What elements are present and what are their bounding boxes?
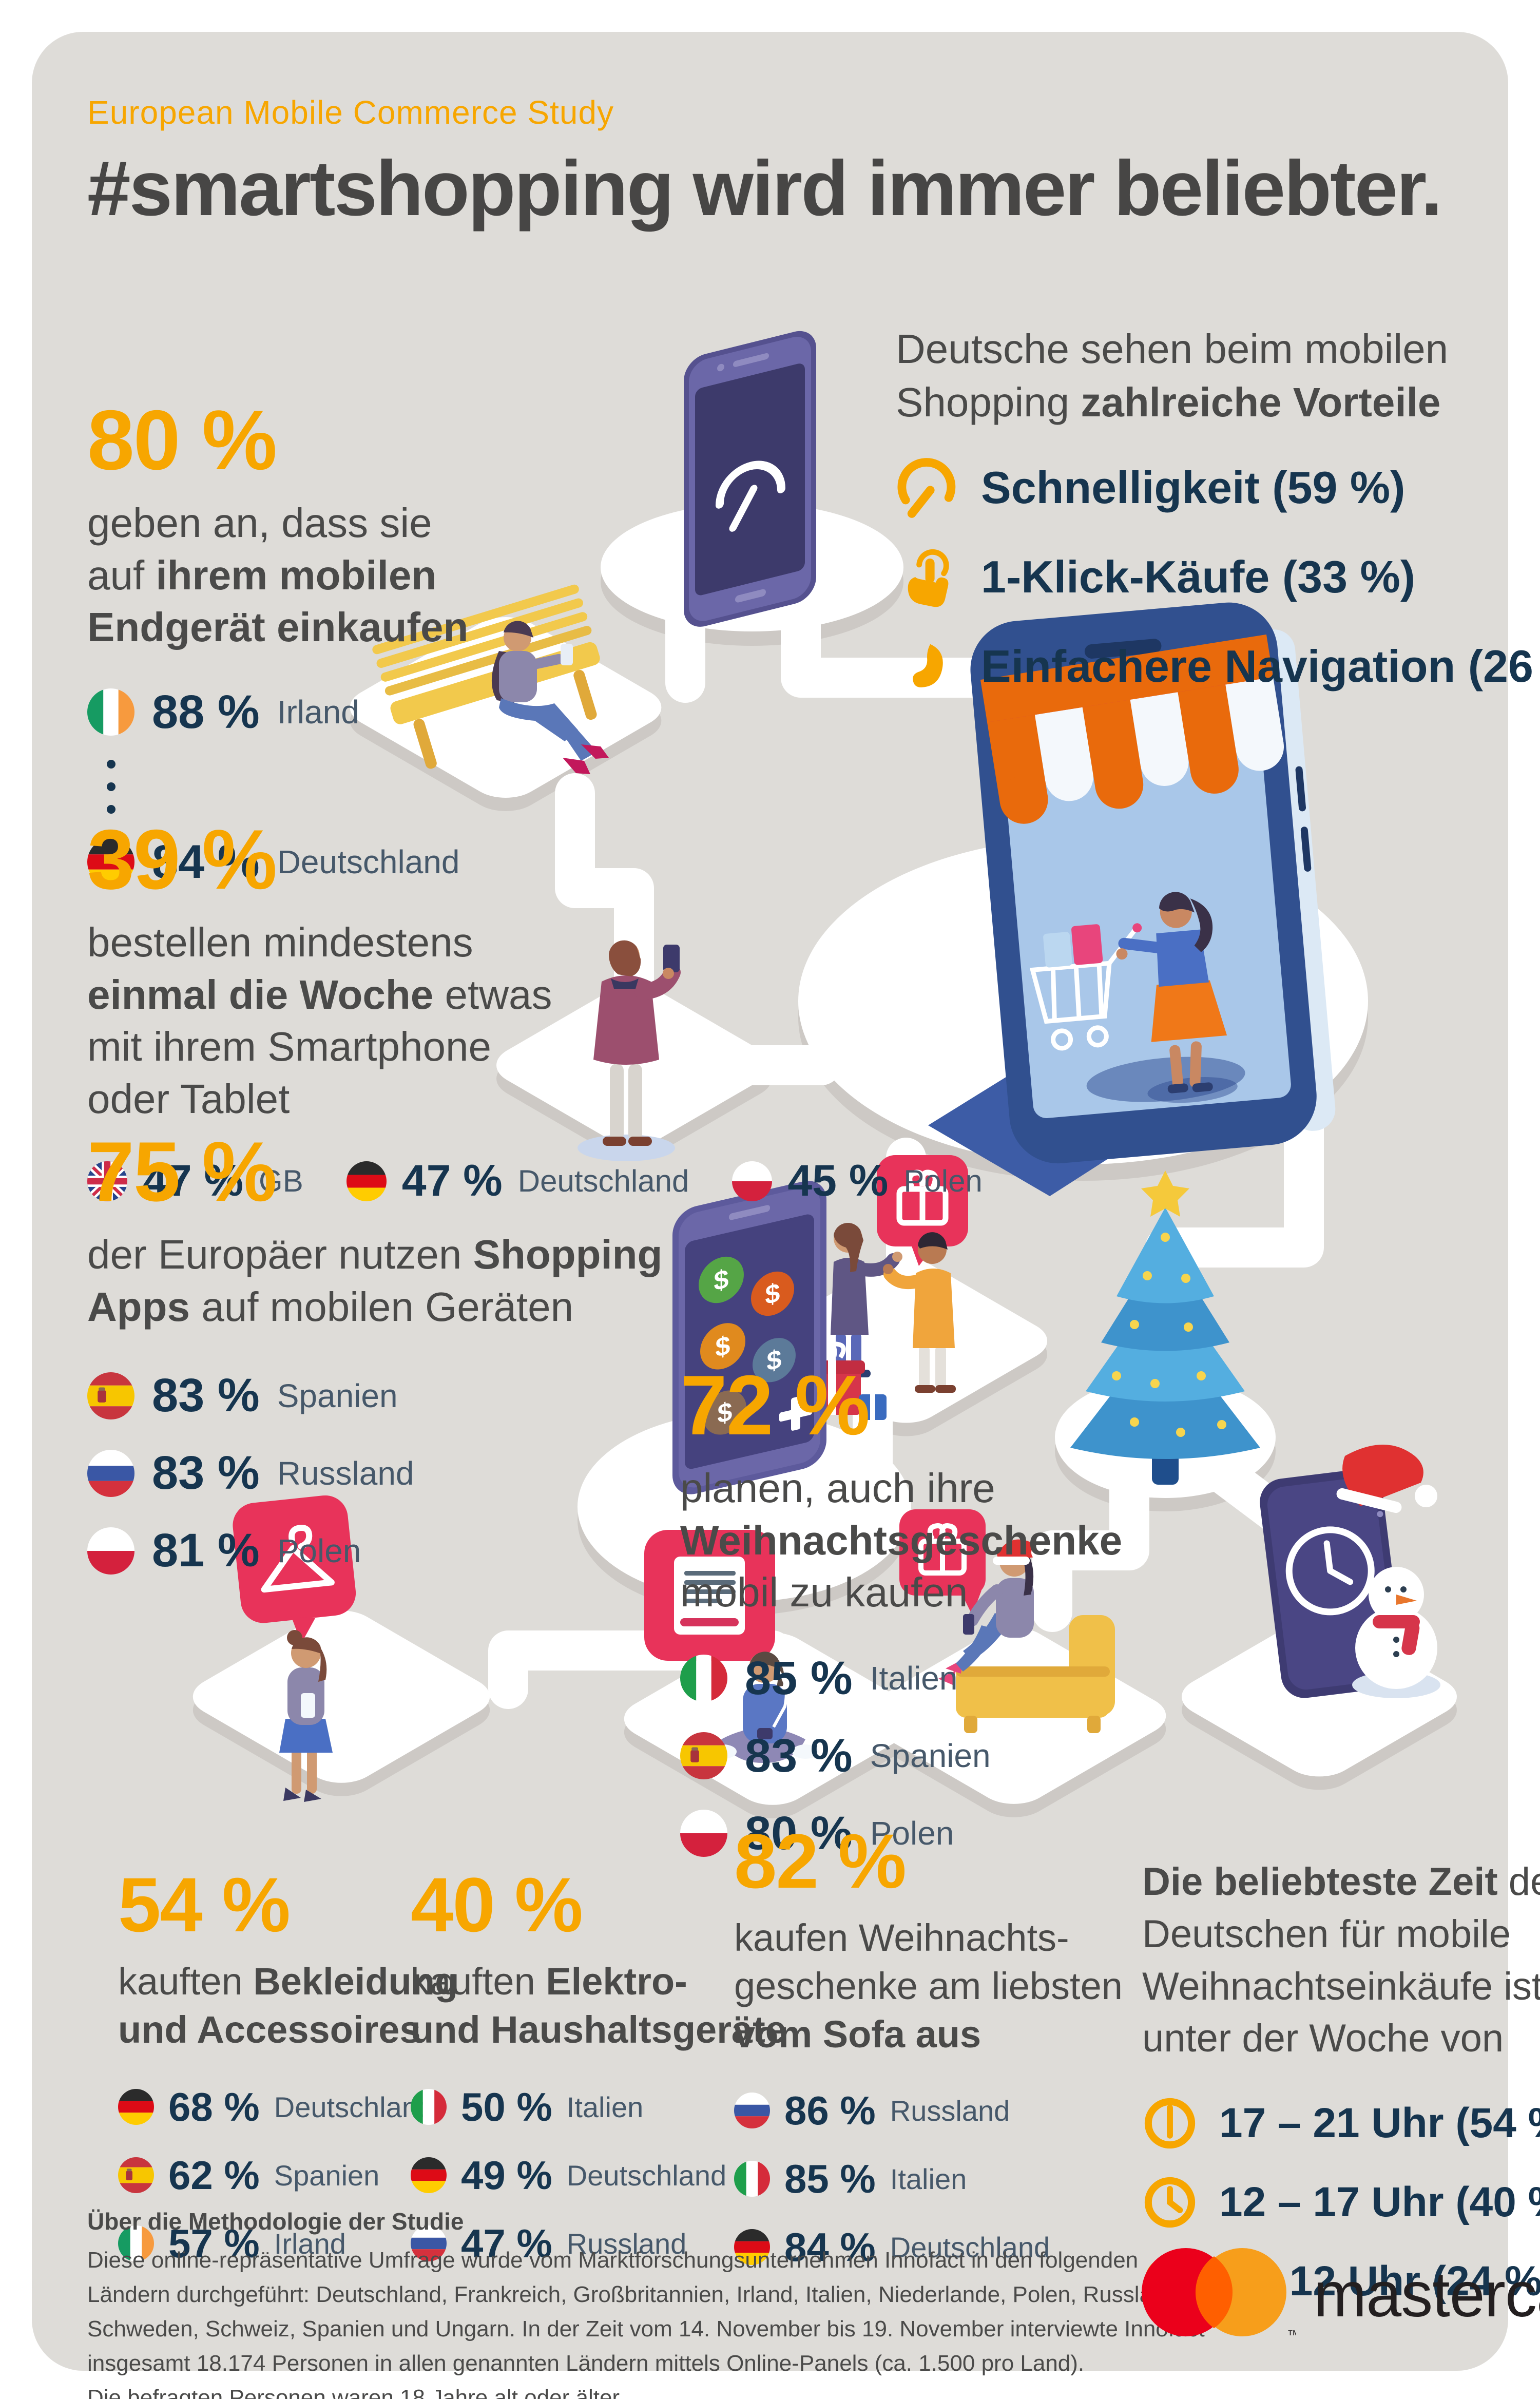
ellipsis-dots xyxy=(107,759,468,814)
benefits-intro: Deutsche sehen beim mobilen Shopping zah… xyxy=(896,326,1449,425)
flag-italy-icon xyxy=(734,2161,770,2197)
flag-russia-icon xyxy=(734,2093,770,2128)
methodology-footer: Über die Methodologie der Studie Diese o… xyxy=(87,2208,1205,2399)
stat-value: 80 % xyxy=(87,393,277,487)
flag-spain-icon xyxy=(680,1732,727,1779)
stat-text: der Europäer nutzen Shopping Apps auf mo… xyxy=(87,1232,663,1330)
stat-value: 82 % xyxy=(734,1818,907,1904)
clock-evening-icon xyxy=(1142,2096,1198,2151)
stat-value: 72 % xyxy=(680,1358,870,1452)
time-slot-row: 17 – 21 Uhr (54 %) xyxy=(1142,2096,1540,2151)
benefit-navigation: Einfachere Navigation (26 %) xyxy=(896,636,1540,697)
benefit-speed: Schnelligkeit (59 %) xyxy=(896,457,1540,519)
country-stat-row: 45 % Polen xyxy=(732,1156,983,1206)
country-stat-row: 50 % Italien xyxy=(411,2084,786,2131)
country-stat-row: 57 % Irland xyxy=(118,2220,458,2267)
country-stat-row: 84 % Deutschland xyxy=(87,835,468,889)
speedometer-icon xyxy=(896,457,957,519)
country-stat-row: 80 % Polen xyxy=(680,1807,1122,1860)
header: European Mobile Commerce Study #smartsho… xyxy=(87,93,1442,234)
easy-navigation-icon xyxy=(913,644,943,687)
stat-value: 40 % xyxy=(411,1861,583,1948)
flag-italy-icon xyxy=(680,1655,727,1702)
country-stat-row: 85 % Italien xyxy=(734,2156,1123,2202)
country-stat-strip: 47 % GB 47 % Deutschland 45 % Polen xyxy=(87,1156,983,1206)
methodology-heading: Über die Methodologie der Studie xyxy=(87,2208,464,2235)
stat-80-section: 80 % geben an, dass sie auf ihrem mobile… xyxy=(87,398,468,889)
one-click-icon xyxy=(896,546,957,608)
stat-text: kauften Elektro- und Haushaltsgeräte xyxy=(411,1960,786,2051)
flag-poland-icon xyxy=(732,1161,772,1201)
stat-text: planen, auch ihre Weihnachtsgeschenke mo… xyxy=(680,1465,1123,1616)
country-stat-row: 47 % Russland xyxy=(411,2220,786,2267)
flag-germany-icon xyxy=(118,2089,154,2125)
stat-text: bestellen mindestens einmal die Woche et… xyxy=(87,919,552,1122)
country-stat-row: 49 % Deutschland xyxy=(411,2152,786,2199)
stat-40-section: 40 % kauften Elektro- und Haushaltsgerät… xyxy=(411,1866,786,2267)
mastercard-logo: ™ mastercard® xyxy=(1137,2246,1540,2344)
stat-value: 75 % xyxy=(87,1124,277,1219)
stat-text: geben an, dass sie auf ihrem mobilen End… xyxy=(87,500,469,650)
mastercard-wordmark: mastercard® xyxy=(1314,2259,1540,2330)
stat-72-section: 72 % planen, auch ihre Weihnachtsgeschen… xyxy=(680,1363,1122,1860)
page-title: #smartshopping wird immer beliebter. xyxy=(87,145,1442,232)
flag-spain-icon xyxy=(118,2157,154,2193)
country-stat-row: 47 % Deutschland xyxy=(346,1156,689,1206)
country-stat-row: 62 % Spanien xyxy=(118,2152,458,2199)
stat-39-section: 39 % bestellen mindestens einmal die Woc… xyxy=(87,817,983,1206)
benefits-section: Deutsche sehen beim mobilen Shopping zah… xyxy=(896,322,1540,697)
flag-spain-icon xyxy=(87,1372,134,1419)
stat-54-section: 54 % kauften Bekleidung und Accessoires … xyxy=(118,1866,458,2267)
study-eyebrow: European Mobile Commerce Study xyxy=(87,94,614,131)
stat-text: kaufen Weihnachts- geschenke am liebsten… xyxy=(734,1916,1123,2056)
flag-russia-icon xyxy=(87,1450,134,1497)
svg-text:™: ™ xyxy=(1287,2327,1296,2343)
country-stat-row: 47 % GB xyxy=(87,1156,303,1206)
country-stat-row: 88 % Irland xyxy=(87,685,468,739)
flag-poland-icon xyxy=(87,1527,134,1575)
country-stat-row: 85 % Italien xyxy=(680,1652,1122,1705)
country-stat-row: 83 % Spanien xyxy=(87,1369,662,1423)
stat-text: kauften Bekleidung und Accessoires xyxy=(118,1960,458,2051)
stat-82-section: 82 % kaufen Weihnachts- geschenke am lie… xyxy=(734,1822,1123,2271)
stat-value: 54 % xyxy=(118,1861,291,1948)
time-slot-row: 12 – 17 Uhr (40 %) xyxy=(1142,2175,1540,2230)
stat-75-section: 75 % der Europäer nutzen Shopping Apps a… xyxy=(87,1129,662,1578)
stat-value: 39 % xyxy=(87,812,277,907)
flag-poland-icon xyxy=(680,1810,727,1857)
country-stat-row: 83 % Russland xyxy=(87,1446,662,1500)
benefit-one-click: 1-Klick-Käufe (33 %) xyxy=(896,546,1540,608)
flag-germany-icon xyxy=(411,2157,447,2193)
country-stat-row: 84 % Deutschland xyxy=(734,2224,1123,2271)
time-intro: Die beliebteste Zeit der Deutschen für m… xyxy=(1142,1860,1540,2061)
country-stat-row: 86 % Russland xyxy=(734,2087,1123,2134)
country-stat-row: 83 % Spanien xyxy=(680,1729,1122,1783)
flag-ireland-icon xyxy=(87,688,134,736)
mastercard-circles-icon: ™ xyxy=(1142,2248,1296,2343)
country-stat-row: 81 % Polen xyxy=(87,1524,662,1578)
country-stat-row: 68 % Deutschland xyxy=(118,2084,458,2131)
flag-italy-icon xyxy=(411,2089,447,2125)
